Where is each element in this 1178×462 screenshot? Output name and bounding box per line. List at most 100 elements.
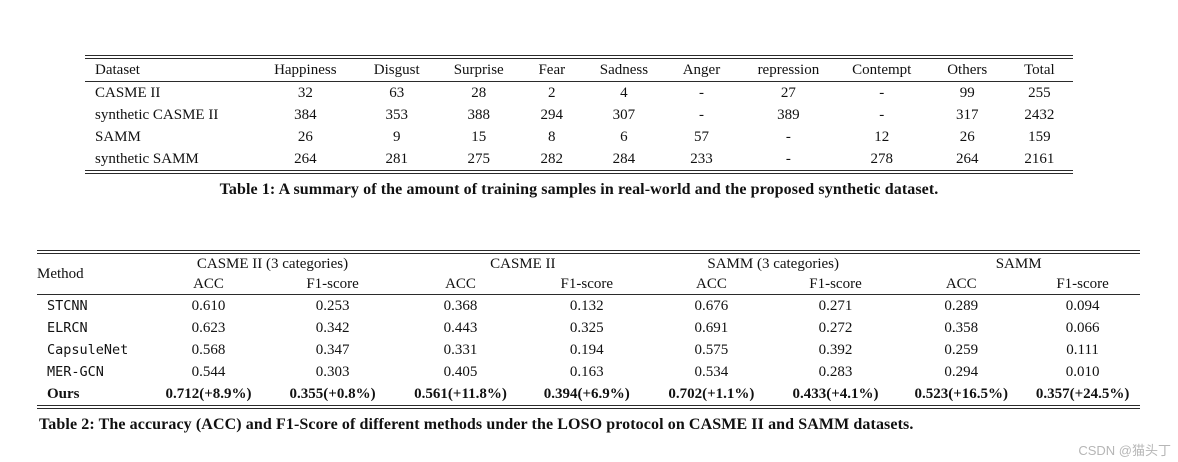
table-cell: 0.561(+11.8%): [414, 385, 507, 402]
table-row: MER-GCN 0.544 0.303 0.405 0.163 0.534 0.283 0.2…: [37, 361, 1140, 383]
table-cell: 0.259: [944, 341, 979, 358]
table-cell: 284: [612, 150, 636, 167]
table1-body: CASME II 32 63 28 2 4-27-99 255 synthetic CASME…: [85, 82, 1073, 171]
table2-subheader: ACC: [945, 275, 977, 292]
table1-col-header: Fear: [538, 61, 566, 78]
table-cell: 6: [620, 128, 628, 145]
table2-header: Method CASME II (3 categories) CASME II SAM…: [37, 254, 1140, 295]
table-cell: 0.443: [443, 319, 478, 336]
table1-col-header: Sadness: [599, 61, 649, 78]
table2-subheader: F1-score: [1056, 275, 1109, 292]
table-cell: 0.194: [569, 341, 604, 358]
table-cell: 264: [955, 150, 979, 167]
table1-col-header: repression: [757, 61, 820, 78]
table-cell: 388: [467, 106, 490, 123]
table-cell: 8: [548, 128, 556, 145]
method-name-cell: ELRCN: [47, 320, 88, 336]
table-cell: 0.610: [191, 297, 226, 314]
table-cell: 233: [690, 150, 713, 167]
table-cell: 0.272: [818, 319, 853, 336]
table-row: CASME II 32 63 28 2 4 - 27 - 99 255: [85, 82, 1073, 105]
table-cell: -: [879, 106, 885, 123]
table-cell: 0.568: [191, 341, 226, 358]
table2-caption: Table 2: The accuracy (ACC) and F1-Score…: [39, 416, 914, 433]
table2: Method CASME II (3 categories) CASME II SAM…: [37, 253, 1140, 406]
table1-rules: Dataset Happiness Disgust Surprise Fear Sadne…: [85, 55, 1073, 174]
table-row: STCNN 0.610 0.253 0.368 0.132 0.676 0.271 0.289…: [37, 295, 1140, 318]
table-cell: -: [879, 84, 885, 101]
table-cell: 0.357(+24.5%): [1035, 385, 1130, 402]
table-cell: 0.303: [315, 363, 350, 380]
table-cell: 0.355(+0.8%): [289, 385, 376, 402]
table-cell: 0.283: [818, 363, 853, 380]
table-cell: 0.544: [191, 363, 226, 380]
table2-subheader: ACC: [696, 275, 727, 292]
table-row: Ours 0.712(+8.9%) 0.355(+0.8%) 0.561(+11.8%…: [37, 383, 1140, 406]
table1-col-header: Anger: [682, 61, 721, 78]
table2-group-header-row: Method CASME II (3 categories) CASME II SAM…: [37, 254, 1140, 282]
table-cell: 0.523(+16.5%): [914, 385, 1008, 402]
table-cell: 4: [620, 84, 628, 101]
table-cell: 353: [385, 106, 408, 123]
table-cell: 0.010: [1065, 363, 1100, 380]
table-cell: -: [698, 106, 704, 123]
table-cell: 307: [612, 106, 636, 123]
table2-group-header: CASME II (3 categories): [196, 255, 349, 272]
table1-header: Dataset Happiness Disgust Surprise Fear Sadne…: [85, 59, 1073, 82]
table-row: synthetic SAMM 264 281 275 282 284 233 - 278 264 2…: [85, 148, 1073, 171]
table-cell: 282: [540, 150, 564, 167]
table1: Dataset Happiness Disgust Surprise Fear Sadne…: [85, 58, 1073, 171]
table2-group-header: CASME II: [490, 255, 556, 272]
watermark: CSDN @猫头丁: [1078, 443, 1171, 458]
table-cell: 0.433(+4.1%): [792, 385, 879, 402]
method-name-cell: MER-GCN: [47, 364, 104, 380]
table1-block: Dataset Happiness Disgust Surprise Fear Sadne…: [85, 55, 1073, 199]
table-cell: 278: [870, 150, 894, 167]
table-cell: 0.325: [569, 319, 604, 336]
table2-subheader: F1-score: [809, 275, 862, 292]
table-cell: 389: [777, 106, 800, 123]
table-cell: 0.392: [818, 341, 853, 358]
table-cell: 15: [471, 128, 487, 145]
table-cell: 2161: [1024, 150, 1055, 167]
table-cell: -: [785, 150, 791, 167]
table-cell: 0.691: [694, 319, 729, 336]
method-name-cell: STCNN: [47, 298, 88, 314]
method-name-cell: CapsuleNet: [47, 342, 129, 358]
table-cell: 0.253: [315, 297, 350, 314]
table-cell: 281: [385, 150, 408, 167]
table-cell: 0.094: [1065, 297, 1100, 314]
table-cell: 384: [294, 106, 317, 123]
table-cell: 9: [392, 128, 401, 145]
table2-subheader: ACC: [445, 275, 476, 292]
table2-block: Method CASME II (3 categories) CASME II SAM…: [37, 250, 1140, 434]
table-cell: 0.294: [944, 363, 979, 380]
table1-caption: Table 1: A summary of the amount of trai…: [219, 181, 939, 198]
table-cell: 0.358: [944, 319, 979, 336]
table-cell: 0.111: [1066, 341, 1099, 358]
table1-col-header: Dataset: [95, 61, 140, 78]
table1-col-header: Total: [1024, 61, 1055, 78]
table-cell: 99: [959, 84, 975, 101]
table-cell: 0.342: [315, 319, 350, 336]
table-cell: -: [785, 128, 791, 145]
table-cell: 32: [297, 84, 313, 101]
table2-rules: Method CASME II (3 categories) CASME II SAM…: [37, 250, 1140, 409]
table1-col-header: Others: [947, 61, 988, 78]
table2-subheader: F1-score: [306, 275, 359, 292]
table-cell: 0.676: [694, 297, 729, 314]
table1-col-header: Disgust: [373, 61, 420, 78]
table1-col-header: Happiness: [274, 61, 337, 78]
table-cell: 0.163: [569, 363, 604, 380]
table-cell: 27: [780, 84, 796, 101]
table-cell: 0.271: [818, 297, 853, 314]
table2-group-header: SAMM: [995, 255, 1042, 272]
table2-body: STCNN 0.610 0.253 0.368 0.132 0.676 0.271 0.289…: [37, 295, 1140, 406]
table1-col-header: Contempt: [852, 61, 912, 78]
table-cell: 26: [297, 128, 313, 145]
table-row: CapsuleNet 0.568 0.347 0.331 0.194 0.575 0.392…: [37, 339, 1140, 361]
dataset-name-cell: SAMM: [95, 128, 141, 145]
table-cell: 0.132: [569, 297, 604, 314]
table2-subheader: ACC: [193, 275, 224, 292]
method-col-header: Method: [37, 265, 84, 282]
